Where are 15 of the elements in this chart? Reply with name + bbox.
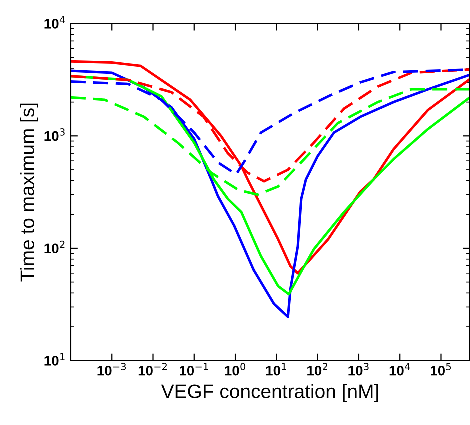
x-tick-label: 10$^{−1}$	[180, 363, 208, 376]
y-tick-label: 10$^{2}$	[44, 240, 65, 254]
x-tick-label: 10$^{−3}$	[98, 363, 126, 376]
y-tick-label: 10$^{1}$	[44, 353, 65, 366]
x-tick-label: 10$^{0}$	[225, 363, 246, 376]
x-axis-title: VEGF concentration [nM]	[161, 384, 378, 402]
x-tick-label: 10$^{1}$	[266, 363, 286, 376]
x-tick-label: 10$^{5}$	[431, 363, 452, 376]
x-tick-label: 10$^{2}$	[308, 363, 328, 376]
y-tick-label: 10$^{3}$	[44, 128, 65, 142]
y-tick-label: 10$^{4}$	[44, 16, 66, 29]
x-tick-label: 10$^{4}$	[390, 363, 410, 376]
y-axis-title: Time to maximum [s]	[20, 104, 38, 282]
x-tick-label: 10$^{3}$	[348, 363, 369, 376]
x-tick-label: 10$^{−2}$	[138, 363, 167, 376]
